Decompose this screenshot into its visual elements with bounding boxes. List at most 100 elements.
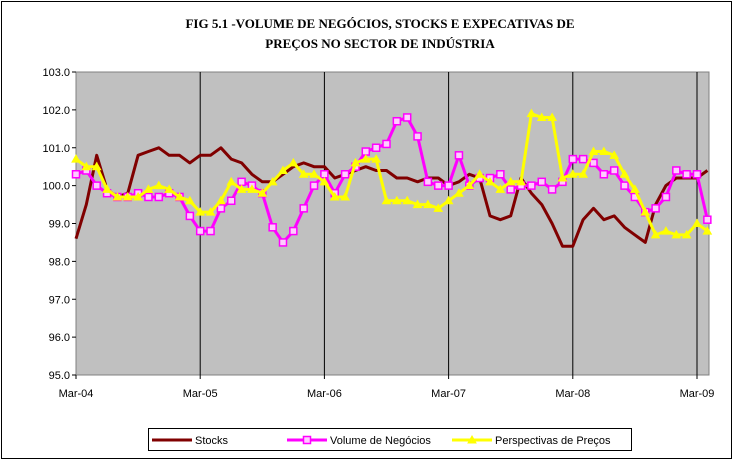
data-point	[650, 229, 661, 239]
data-point	[216, 204, 226, 213]
data-point	[609, 166, 619, 175]
data-point	[329, 191, 340, 201]
data-point	[703, 215, 712, 224]
data-point	[702, 226, 713, 235]
data-point	[153, 180, 164, 190]
data-point	[443, 195, 454, 205]
data-point	[557, 173, 568, 182]
data-point	[536, 112, 547, 121]
data-point	[350, 157, 361, 167]
data-point	[309, 169, 319, 178]
data-point	[112, 191, 123, 201]
data-point	[454, 151, 464, 160]
data-point	[237, 177, 246, 187]
data-point	[288, 157, 299, 167]
data-point	[371, 143, 381, 152]
data-point	[619, 169, 630, 178]
data-point	[226, 176, 237, 186]
y-tick-label: 98.0	[49, 256, 70, 268]
legend-marker	[302, 435, 312, 445]
y-tick-label: 97.0	[49, 294, 70, 306]
data-point	[547, 112, 557, 121]
data-point	[588, 146, 599, 156]
data-point	[485, 176, 495, 186]
x-tick-label: Mar-05	[183, 388, 218, 400]
data-point	[206, 226, 215, 236]
data-point	[495, 184, 506, 193]
x-tick-label: Mar-09	[680, 388, 715, 400]
data-point	[81, 161, 92, 171]
data-point	[412, 199, 423, 209]
data-point	[671, 229, 682, 239]
data-point	[278, 165, 288, 174]
data-point	[133, 191, 143, 201]
data-point	[267, 176, 278, 186]
data-point	[71, 154, 81, 163]
data-point	[319, 176, 330, 186]
chart-title: FIG 5.1 -VOLUME DE NEGÓCIOS, STOCKS E EX…	[185, 16, 574, 51]
data-point	[537, 177, 546, 187]
legend-label: Volume de Negócios	[330, 435, 431, 447]
data-point	[527, 181, 536, 190]
data-point	[382, 139, 391, 149]
legend-box	[148, 428, 632, 451]
data-point	[578, 154, 588, 164]
data-point	[402, 113, 412, 122]
data-point	[184, 195, 195, 205]
data-point	[672, 166, 681, 175]
data-point	[526, 108, 537, 118]
data-point	[506, 185, 515, 194]
data-point	[236, 184, 247, 193]
data-point	[92, 181, 101, 190]
legend-label: Perspectivas de Preços	[495, 435, 611, 447]
data-point	[609, 150, 620, 159]
data-point	[257, 188, 268, 197]
data-point	[299, 204, 308, 213]
data-point	[143, 184, 154, 193]
data-point	[496, 170, 505, 179]
plot-area	[75, 71, 710, 376]
data-point	[682, 170, 691, 179]
data-point	[361, 147, 371, 156]
y-tick-label: 99.0	[49, 219, 70, 231]
data-point	[434, 181, 443, 190]
data-point	[216, 195, 226, 205]
data-point	[692, 170, 702, 179]
data-point	[391, 195, 402, 205]
data-point	[568, 154, 578, 164]
data-point	[122, 191, 133, 201]
y-tick-label: 103.0	[42, 67, 70, 79]
data-point	[340, 170, 350, 179]
data-point	[371, 154, 382, 163]
data-point	[71, 170, 81, 179]
data-point	[547, 185, 557, 194]
data-point	[174, 191, 185, 201]
data-point	[692, 218, 702, 227]
data-point	[444, 181, 453, 190]
data-point	[620, 181, 629, 190]
data-point	[381, 195, 392, 205]
data-point	[474, 169, 485, 178]
data-point	[205, 207, 216, 216]
data-point	[505, 176, 516, 186]
data-point	[578, 169, 589, 178]
data-point	[227, 196, 236, 206]
data-point	[589, 158, 598, 168]
data-point	[651, 204, 660, 213]
data-point	[298, 169, 309, 178]
x-tick-label: Mar-08	[555, 388, 590, 400]
data-point	[195, 207, 206, 216]
data-point	[91, 161, 102, 171]
data-point	[599, 170, 609, 179]
data-point	[154, 192, 164, 202]
data-point	[598, 146, 609, 156]
legend-marker	[467, 434, 477, 444]
data-point	[268, 223, 277, 232]
data-point	[661, 192, 671, 202]
data-point	[360, 154, 371, 163]
legend-label: Stocks	[195, 435, 229, 447]
data-point	[630, 184, 640, 193]
data-point	[423, 177, 433, 187]
y-tick-label: 100.0	[42, 181, 70, 193]
